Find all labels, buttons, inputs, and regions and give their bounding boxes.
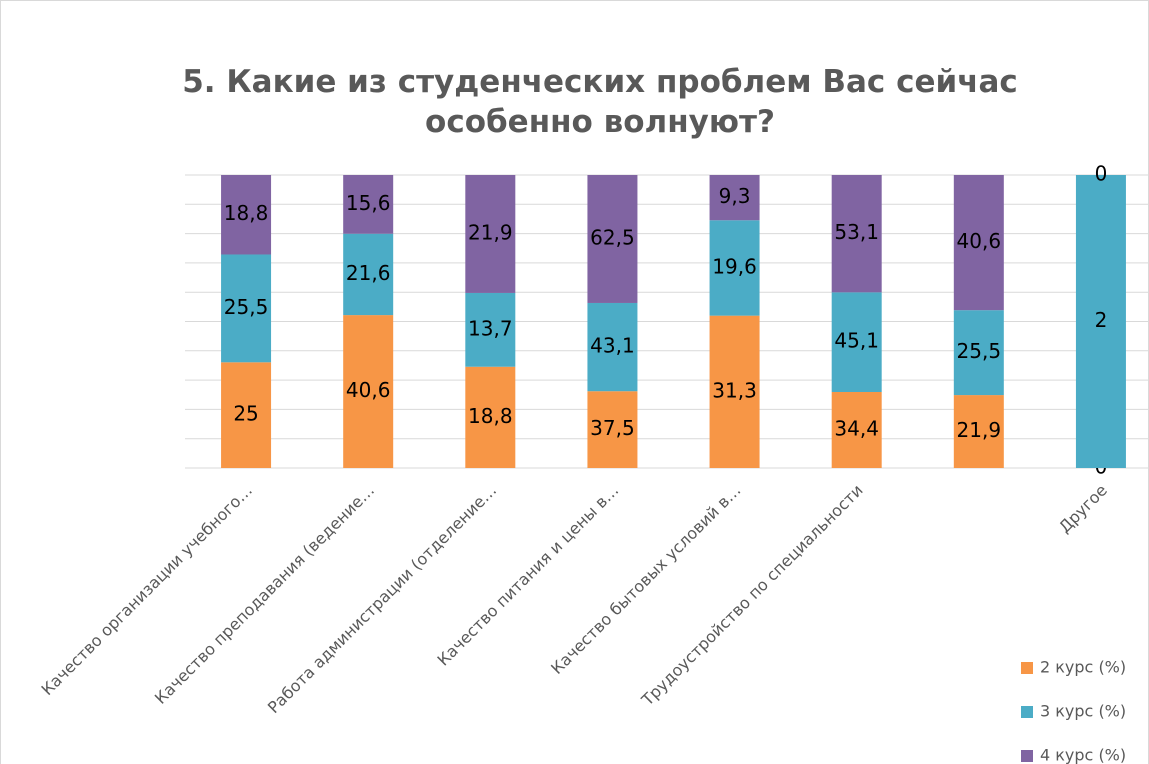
data-label: 18,8	[224, 201, 269, 225]
data-label: 43,1	[590, 334, 635, 358]
data-label: 62,5	[590, 225, 635, 249]
data-label: 19,6	[712, 254, 757, 278]
data-label: 34,4	[834, 416, 879, 440]
x-tick-label: Работа администрации (отделение…	[264, 481, 500, 717]
bar-segment	[343, 233, 394, 316]
bar-segment	[221, 362, 272, 468]
data-label: 25,5	[957, 339, 1002, 363]
bar-segment	[343, 315, 394, 468]
bar-segment	[221, 175, 272, 255]
legend-swatch	[1021, 706, 1033, 718]
bar-segment	[831, 175, 882, 293]
data-label: 25	[233, 402, 258, 426]
data-label: 18,8	[468, 404, 513, 428]
legend-swatch	[1021, 750, 1033, 762]
data-label: 21,6	[346, 261, 391, 285]
data-label: 0	[1095, 162, 1108, 186]
data-label: 9,3	[719, 184, 751, 208]
bar-segment	[587, 175, 638, 303]
bar-segment	[709, 220, 760, 316]
data-label: 40,6	[957, 229, 1002, 253]
x-tick-label: Качество преподавания (ведение…	[151, 481, 378, 708]
bar-segment	[1075, 175, 1126, 468]
legend-label: 4 курс (%)	[1040, 746, 1126, 764]
legend-label: 3 курс (%)	[1040, 702, 1126, 721]
data-label: 21,9	[468, 220, 513, 244]
x-tick-label: Другое	[1055, 481, 1111, 537]
data-label: 21,9	[957, 418, 1002, 442]
bar-segment	[953, 395, 1004, 468]
data-label: 15,6	[346, 191, 391, 215]
data-label: 53,1	[834, 220, 879, 244]
bar-segment	[465, 175, 516, 293]
legend-label: 2 курс (%)	[1040, 658, 1126, 677]
bar-segment	[709, 315, 760, 468]
bar-segment	[343, 175, 394, 234]
legend-swatch	[1021, 662, 1033, 674]
bar-segment	[953, 175, 1004, 311]
x-tick-label: Качество организации учебного…	[38, 481, 257, 700]
data-label: 13,7	[468, 316, 513, 340]
data-label: 40,6	[346, 378, 391, 402]
data-label: 45,1	[834, 329, 879, 353]
data-label: 2	[1095, 308, 1108, 332]
bar-segment	[587, 391, 638, 468]
data-label: 37,5	[590, 416, 635, 440]
bar-segment	[831, 391, 882, 468]
data-label: 31,3	[712, 378, 757, 402]
bar-segment	[221, 254, 272, 363]
bar-segment	[831, 292, 882, 392]
chart-title: 5. Какие из студенческих проблем Вас сей…	[182, 64, 1018, 140]
x-tick-label: Качество бытовых условий в…	[547, 481, 744, 678]
bar-segment	[465, 292, 516, 367]
bar-segment	[465, 366, 516, 468]
data-label: 25,5	[224, 295, 269, 319]
x-tick-label: Трудоустройство по специальности	[637, 481, 867, 711]
bar-segment	[953, 310, 1004, 396]
bar-segment	[587, 302, 638, 392]
bar-segment	[709, 175, 760, 221]
